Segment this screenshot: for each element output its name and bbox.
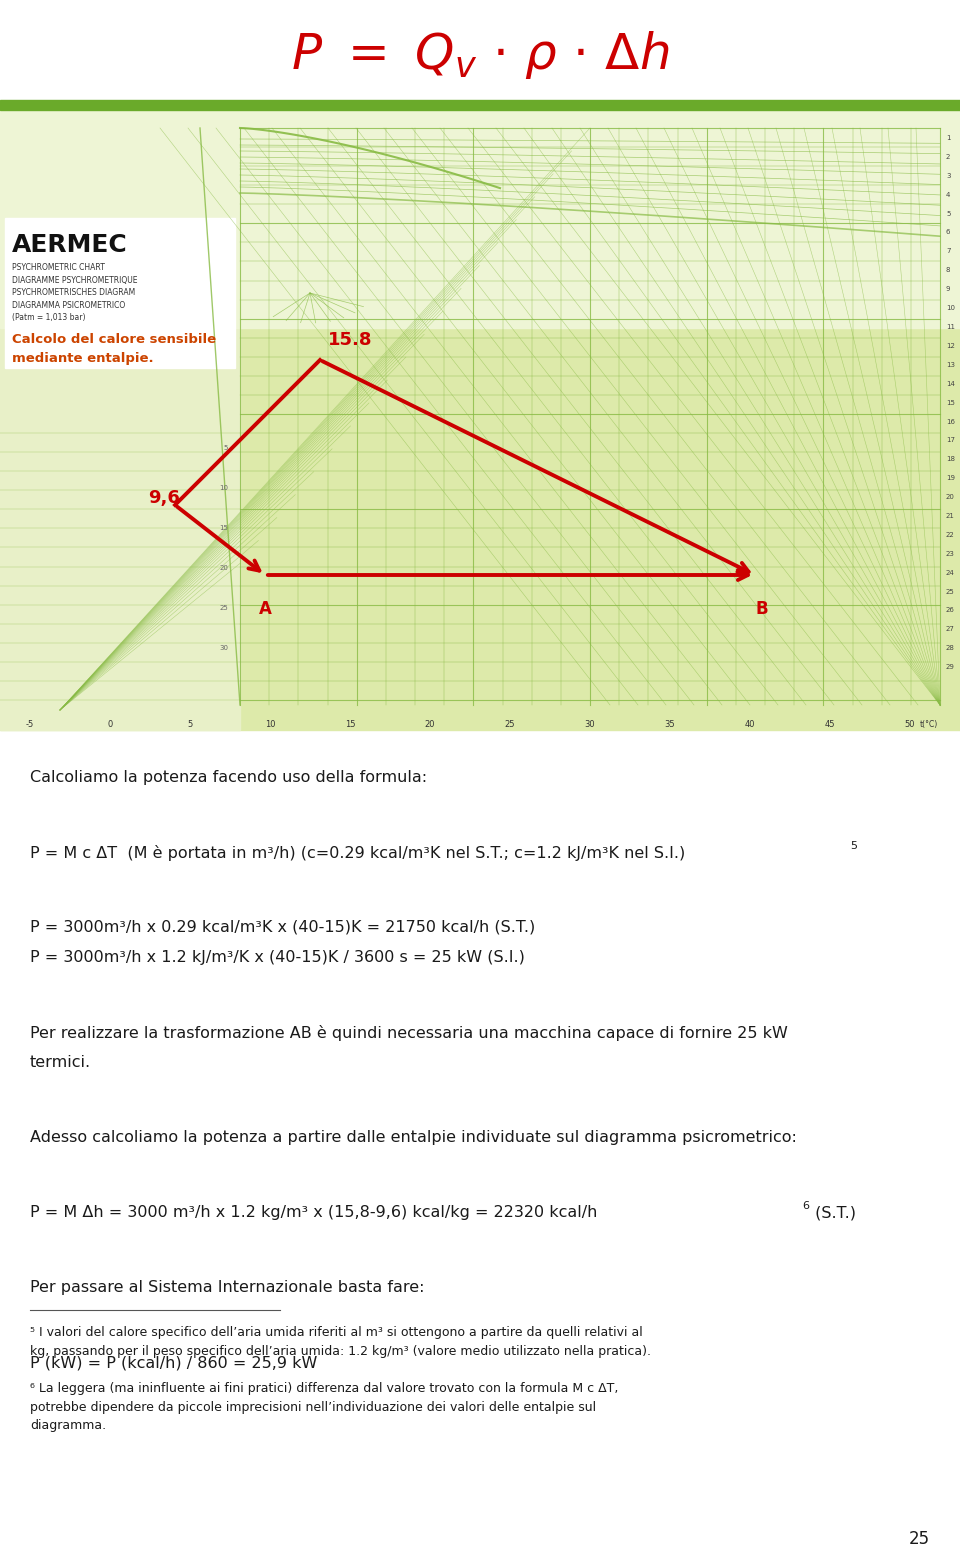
Text: 10: 10 [946, 305, 955, 311]
Text: 25: 25 [946, 588, 955, 595]
Text: 8: 8 [946, 268, 950, 274]
Text: 18: 18 [946, 457, 955, 462]
Text: 35: 35 [664, 720, 675, 729]
Bar [0, 100, 960, 110]
Text: 13: 13 [946, 362, 955, 368]
Text: 20: 20 [946, 495, 955, 501]
Text: 25: 25 [219, 606, 228, 610]
Text: B: B [756, 599, 768, 618]
Text: 9,6: 9,6 [148, 488, 180, 507]
Text: (S.T.): (S.T.) [810, 1205, 856, 1221]
Text: P = M Δh = 3000 m³/h x 1.2 kg/m³ x (15,8-9,6) kcal/kg = 22320 kcal/h: P = M Δh = 3000 m³/h x 1.2 kg/m³ x (15,8… [30, 1205, 597, 1221]
Text: 17: 17 [946, 437, 955, 443]
Text: t(°C): t(°C) [920, 720, 938, 729]
Text: 1: 1 [946, 135, 950, 141]
Text: 15: 15 [345, 720, 355, 729]
Text: 4: 4 [946, 191, 950, 197]
Text: 28: 28 [946, 645, 955, 651]
Text: 30: 30 [585, 720, 595, 729]
Text: 20: 20 [424, 720, 435, 729]
Text: 15: 15 [946, 399, 955, 405]
Text: ⁶ La leggera (ma ininfluente ai fini pratici) differenza dal valore trovato con : ⁶ La leggera (ma ininfluente ai fini pra… [30, 1382, 618, 1432]
Text: 7: 7 [946, 249, 950, 255]
Bar [0, 108, 960, 729]
Text: 15: 15 [219, 524, 228, 531]
Text: Per passare al Sistema Internazionale basta fare:: Per passare al Sistema Internazionale ba… [30, 1280, 424, 1294]
Text: ⁵ I valori del calore specifico dell’aria umida riferiti al m³ si ottengono a pa: ⁵ I valori del calore specifico dell’ari… [30, 1326, 651, 1357]
Text: 5: 5 [850, 840, 857, 851]
Text: 25: 25 [909, 1531, 930, 1548]
Text: 50: 50 [904, 720, 915, 729]
Text: 11: 11 [946, 324, 955, 330]
Text: P (kW) = P (kcal/h) / 860 = 25,9 kW: P (kW) = P (kcal/h) / 860 = 25,9 kW [30, 1355, 318, 1369]
Text: 23: 23 [946, 551, 955, 557]
Text: 40: 40 [745, 720, 756, 729]
Text: 15.8: 15.8 [328, 332, 372, 349]
Text: 19: 19 [946, 476, 955, 480]
Text: 27: 27 [946, 626, 955, 632]
Text: 5: 5 [946, 211, 950, 216]
Text: Per realizzare la trasformazione AB è quindi necessaria una macchina capace di f: Per realizzare la trasformazione AB è qu… [30, 1025, 788, 1041]
Text: Calcoliamo la potenza facendo uso della formula:: Calcoliamo la potenza facendo uso della … [30, 770, 427, 786]
Text: 6: 6 [946, 230, 950, 235]
Text: 0: 0 [108, 720, 112, 729]
Text: 24: 24 [946, 570, 955, 576]
Bar [0, 108, 240, 729]
Text: 12: 12 [946, 343, 955, 349]
Text: 29: 29 [946, 664, 955, 670]
Text: P = M c ΔT  (M è portata in m³/h) (c=0.29 kcal/m³K nel S.T.; c=1.2 kJ/m³K nel S.: P = M c ΔT (M è portata in m³/h) (c=0.29… [30, 845, 685, 861]
Bar [5, 218, 235, 368]
Text: PSYCHROMETRIC CHART
DIAGRAMME PSYCHROMETRIQUE
PSYCHROMETRISCHES DIAGRAM
DIAGRAMM: PSYCHROMETRIC CHART DIAGRAMME PSYCHROMET… [12, 263, 137, 322]
Text: 3: 3 [946, 172, 950, 178]
Text: 2: 2 [946, 153, 950, 160]
Text: AERMEC: AERMEC [12, 233, 128, 257]
Text: 5: 5 [224, 444, 228, 451]
Text: 30: 30 [219, 645, 228, 651]
Text: 22: 22 [946, 532, 955, 538]
Text: A: A [258, 599, 272, 618]
Text: 21: 21 [946, 513, 955, 520]
Text: 10: 10 [265, 720, 276, 729]
Text: $\mathit{P}\ =\ \mathit{Q_v}\ {\cdot}\ \mathit{\rho}\ {\cdot}\ \mathit{\Delta h}: $\mathit{P}\ =\ \mathit{Q_v}\ {\cdot}\ \… [291, 30, 669, 81]
Text: 26: 26 [946, 607, 955, 613]
Text: 25: 25 [505, 720, 516, 729]
Text: -5: -5 [26, 720, 35, 729]
Text: termici.: termici. [30, 1055, 91, 1070]
Text: 10: 10 [219, 485, 228, 491]
Text: P = 3000m³/h x 1.2 kJ/m³/K x (40-15)K / 3600 s = 25 kW (S.I.): P = 3000m³/h x 1.2 kJ/m³/K x (40-15)K / … [30, 950, 525, 966]
Text: P = 3000m³/h x 0.29 kcal/m³K x (40-15)K = 21750 kcal/h (S.T.): P = 3000m³/h x 0.29 kcal/m³K x (40-15)K … [30, 920, 536, 934]
Text: Adesso calcoliamo la potenza a partire dalle entalpie individuate sul diagramma : Adesso calcoliamo la potenza a partire d… [30, 1130, 797, 1146]
Text: 16: 16 [946, 418, 955, 424]
Text: 14: 14 [946, 380, 955, 387]
Text: Calcolo del calore sensibile
mediante entalpie.: Calcolo del calore sensibile mediante en… [12, 333, 216, 365]
Text: 6: 6 [802, 1200, 809, 1211]
Text: 45: 45 [825, 720, 835, 729]
Text: 5: 5 [187, 720, 193, 729]
Text: 20: 20 [219, 565, 228, 571]
Bar [0, 108, 960, 329]
Text: 9: 9 [946, 286, 950, 293]
